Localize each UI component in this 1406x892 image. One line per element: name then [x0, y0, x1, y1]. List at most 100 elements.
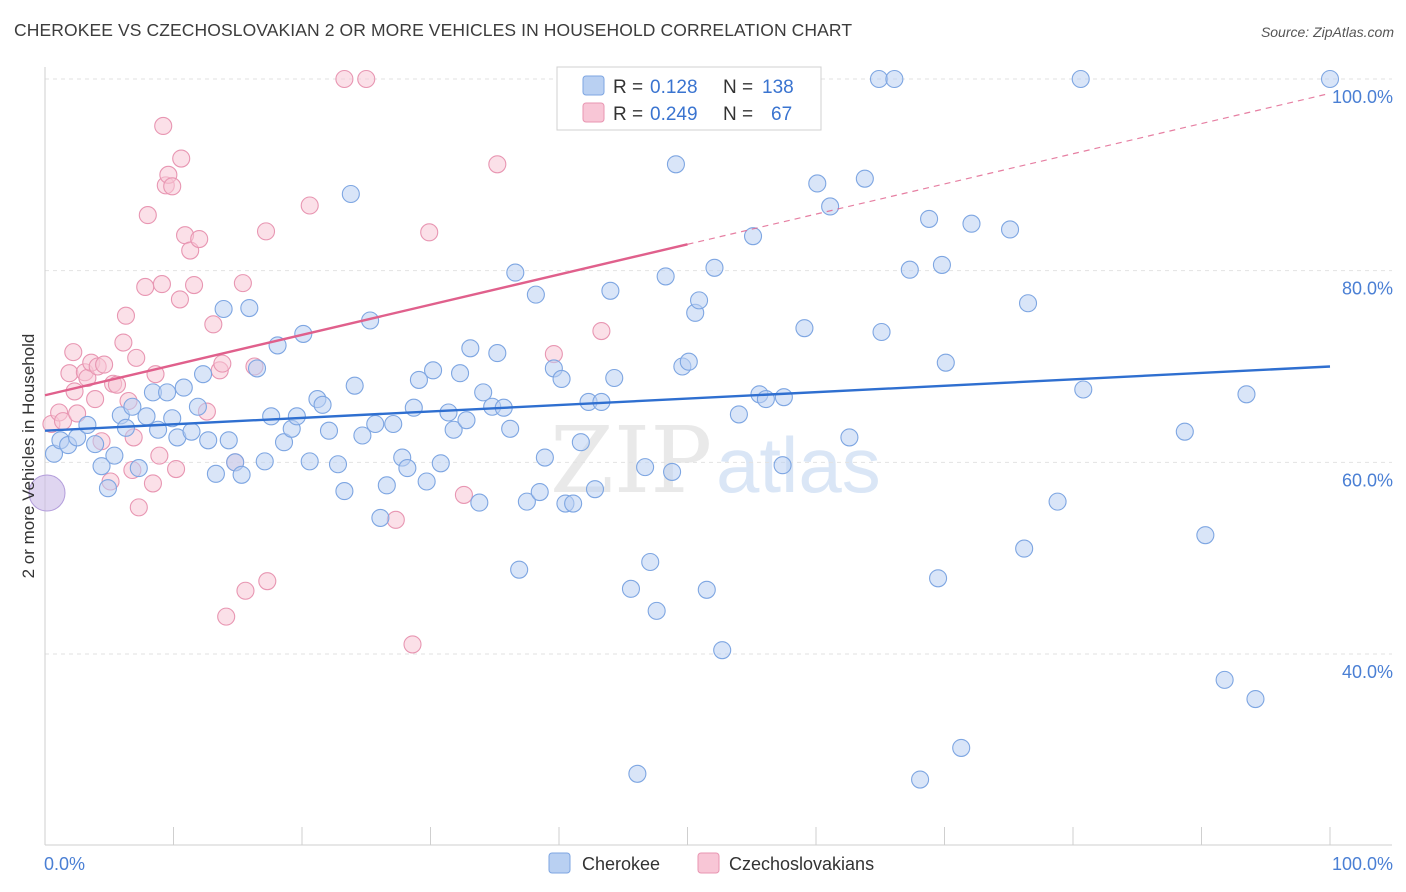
cherokee-point-70 [506, 263, 525, 282]
czech-point-22 [127, 348, 146, 367]
y-tick-label-80: 80.0% [1342, 279, 1393, 299]
czech-point-25 [138, 206, 157, 225]
cherokee-point-71 [510, 560, 529, 579]
czech-point-54 [357, 69, 376, 89]
cherokee-point-108 [795, 319, 814, 338]
legend-n-label-2: N = [723, 104, 753, 125]
cherokee-point-95 [679, 352, 698, 371]
cherokee-point-60 [444, 420, 463, 439]
cherokee-point-5 [86, 435, 105, 454]
cherokee-point-134 [1246, 689, 1265, 709]
cherokee-point-89 [641, 552, 660, 572]
cherokee-point-49 [371, 508, 390, 527]
cherokee-point-86 [621, 579, 641, 598]
czech-point-45 [217, 607, 236, 626]
cherokee-point-122 [952, 738, 971, 757]
cherokee-point-132 [1215, 670, 1234, 689]
cherokee-point-106 [773, 456, 792, 475]
cherokee-point-64 [470, 493, 489, 512]
cherokee-point-56 [417, 472, 436, 491]
cherokee-point-8 [105, 446, 124, 465]
cherokee-point-113 [869, 69, 889, 89]
cherokee-point-98 [697, 580, 716, 599]
trend-lines [44, 92, 1331, 432]
cherokee-point-25 [214, 299, 233, 319]
legend-czech-swatch [697, 852, 720, 874]
czech-point-47 [233, 274, 252, 293]
cherokee-point-117 [911, 770, 930, 789]
cherokee-point-93 [666, 155, 685, 174]
czech-point-18 [116, 306, 136, 325]
cherokee-point-84 [601, 281, 620, 300]
axes [44, 67, 1392, 846]
cherokee-point-97 [690, 291, 709, 310]
cherokee-swatch [582, 75, 605, 96]
cherokee-point-22 [194, 365, 213, 384]
czech-point-6 [68, 404, 87, 423]
cherokee-point-123 [962, 214, 981, 233]
legend-r-value-1: 0.128 [650, 77, 698, 98]
czech-point-48 [236, 581, 255, 600]
cherokee-point-65 [474, 383, 493, 402]
czech-point-5 [64, 343, 83, 362]
cherokee-point-7 [98, 479, 118, 498]
cherokee-point-69 [501, 419, 520, 438]
cherokee-point-77 [552, 369, 571, 389]
legend-cherokee-swatch [548, 852, 571, 874]
czech-point-42 [204, 315, 223, 334]
cherokee-point-131 [1196, 526, 1215, 545]
cherokee-points [28, 69, 1340, 789]
cherokee-point-30 [247, 359, 267, 378]
cherokee-point-large [28, 474, 66, 512]
cherokee-point-13 [137, 407, 156, 426]
x-tick-labels: 0.0% 100.0% [44, 854, 1393, 874]
cherokee-point-45 [345, 376, 364, 395]
cherokee-point-44 [341, 184, 360, 204]
cherokee-point-38 [300, 452, 319, 471]
cherokee-point-62 [457, 411, 476, 430]
czech-point-34 [167, 459, 186, 479]
czech-point-44 [213, 354, 232, 373]
cherokee-point-40 [313, 395, 332, 414]
cherokee-point-90 [647, 601, 666, 620]
cherokee-point-105 [756, 390, 775, 409]
cherokee-point-129 [1074, 380, 1093, 399]
cherokee-point-112 [855, 169, 874, 188]
czech-point-40 [190, 229, 209, 249]
czech-point-23 [129, 498, 148, 517]
y-axis-title: 2 or more Vehicles in Household [19, 334, 38, 579]
cherokee-point-58 [431, 454, 450, 473]
czech-point-53 [335, 69, 354, 89]
legend-n-value-1: 138 [762, 77, 794, 98]
legend-r-value-2: 0.249 [650, 104, 698, 125]
cherokee-point-53 [398, 459, 417, 478]
cherokee-point-102 [729, 405, 748, 424]
cherokee-point-23 [199, 431, 218, 450]
cherokee-point-79 [564, 494, 583, 513]
cherokee-point-61 [451, 364, 470, 383]
cherokee-point-91 [656, 267, 675, 286]
czech-point-28 [150, 446, 169, 465]
y-tick-label-40: 40.0% [1342, 662, 1393, 682]
y-tick-label-60: 60.0% [1342, 470, 1393, 490]
czech-point-57 [420, 223, 439, 242]
cherokee-point-111 [840, 428, 859, 447]
czech-point-39 [185, 275, 204, 295]
legend-cherokee-label: Cherokee [582, 854, 660, 874]
x-tick-label-0: 0.0% [44, 854, 85, 874]
cherokee-point-57 [424, 361, 443, 380]
czech-point-33 [163, 177, 182, 196]
cherokee-point-28 [232, 465, 251, 484]
czech-point-52 [300, 196, 319, 215]
czech-trend-line [44, 243, 688, 397]
cherokee-point-125 [1015, 539, 1034, 558]
cherokee-point-50 [377, 476, 396, 495]
cherokee-point-114 [872, 322, 891, 342]
czech-point-17 [114, 333, 133, 352]
cherokee-point-67 [488, 344, 507, 363]
czech-point-36 [172, 149, 191, 168]
czech-point-30 [154, 116, 173, 136]
cherokee-point-59 [439, 403, 458, 422]
cherokee-point-20 [182, 422, 201, 441]
